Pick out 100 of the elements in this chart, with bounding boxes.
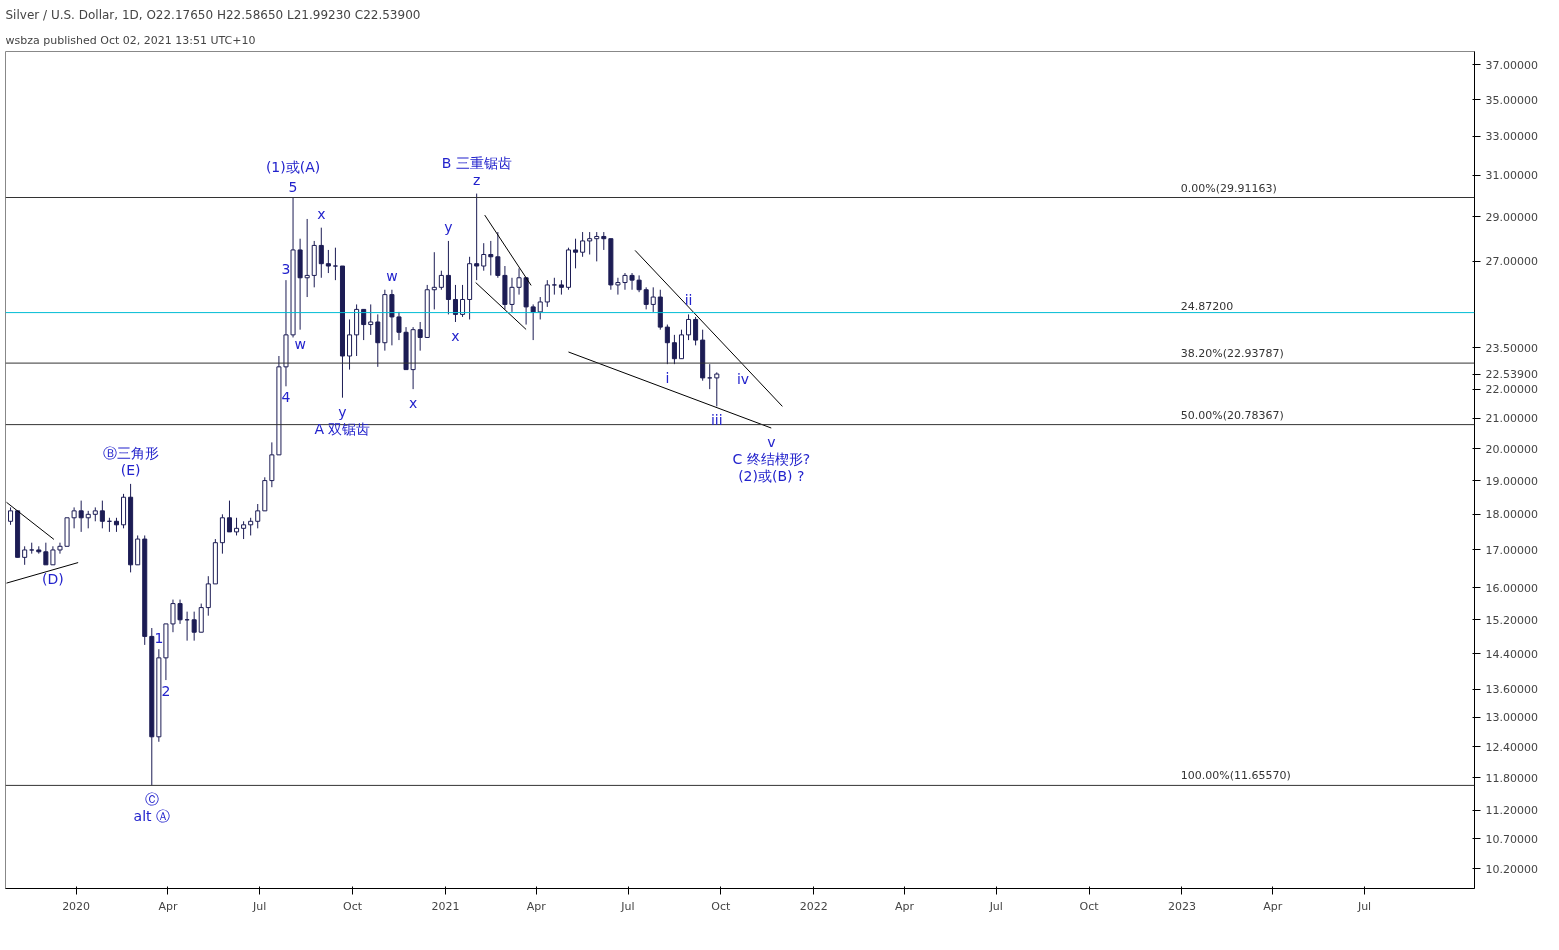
annotation: 1 [154,630,164,647]
ref-line-label: 50.00%(20.78367) [1180,408,1284,422]
annotation: (1)或(A) [265,158,321,175]
annotation: (D) [42,570,64,587]
annotation: B 三重锯齿 [441,154,512,171]
y-tick-label: 13.00000 [1485,711,1538,725]
annotation: y [444,218,453,235]
ref-line-label: 0.00%(29.91163) [1180,181,1277,195]
annotation: alt Ⓐ [133,808,171,825]
candlestick [460,284,466,318]
candlestick [99,500,105,529]
x-tick-label: Apr [894,899,915,913]
y-tick-label: 22.00000 [1485,383,1538,397]
x-tick-label: Jul [988,899,1003,913]
candlestick [71,506,77,529]
y-tick-label: 29.00000 [1485,210,1538,224]
y-tick-label: 20.00000 [1485,442,1538,456]
candlestick [573,238,579,269]
x-tick-label: 2023 [1167,899,1196,913]
text: wsbza published Oct 02, 2021 13:51 UTC+10 [5,33,256,47]
annotation: (E) [120,461,141,478]
candlestick [594,231,600,262]
candlestick [318,227,324,279]
candlestick [431,251,437,310]
candlestick [650,286,656,313]
y-tick-label: 27.00000 [1485,255,1538,269]
annotation: x [317,205,326,222]
x-tick-label: Jul [252,899,267,913]
candlestick [304,218,310,298]
chart-title: Silver / U.S. Dollar, 1D, O22.17650 H22.58650 L21.99230 C22.53900 [5,7,421,22]
annotation: C 终结楔形? [732,451,811,468]
annotation: v [767,434,776,451]
candlestick [495,231,501,279]
ref-line-label: 38.20%(22.93787) [1180,347,1284,361]
candlestick [580,231,586,258]
y-tick-label: 18.00000 [1485,508,1538,522]
candlestick [693,316,699,346]
y-tick-label: 16.00000 [1485,581,1538,595]
y-tick-label: 11.80000 [1485,771,1538,785]
y-tick-label: 11.20000 [1485,804,1538,818]
candlestick [587,231,593,255]
x-tick-label: 2020 [62,899,91,913]
x-tick-label: Apr [158,899,178,913]
y-tick-label: 37.00000 [1485,58,1538,72]
annotation: x [451,328,460,344]
x-tick-label: Apr [1263,899,1283,913]
candlestick [205,575,211,617]
x-tick-label: Oct [343,899,363,913]
y-tick-label: 12.40000 [1485,740,1538,754]
candlestick [191,611,197,642]
y-tick-label: 17.00000 [1485,543,1538,557]
x-tick-label: Oct [711,899,732,913]
candlestick [530,303,536,341]
candlestick [678,329,684,360]
x-tick-label: 2021 [431,899,460,913]
candlestick [707,363,713,390]
y-tick-label: 23.50000 [1485,341,1538,355]
y-tick-label: 22.53900 [1485,368,1538,382]
candlestick [544,279,550,308]
ref-line-label: 100.00%(11.65570) [1180,769,1291,783]
x-tick-label: Apr [526,899,547,913]
annotation: 5 [288,178,298,195]
annotation: y [338,403,347,420]
annotation: Ⓑ三角形 [102,444,159,461]
annotation: 4 [281,389,291,406]
x-tick-label: Oct [1079,899,1100,913]
candlestick [325,249,331,274]
candlestick [226,500,232,533]
candlestick [255,503,261,529]
annotation: w [386,267,398,284]
annotation: 3 [281,261,291,278]
candlestick [537,296,543,320]
candlestick [438,270,444,291]
candlestick [332,247,338,281]
candlestick [664,324,670,365]
y-tick-label: 33.00000 [1485,130,1538,144]
y-tick-label: 21.00000 [1485,412,1538,426]
candlestick [686,313,692,341]
annotation: i [665,370,670,387]
annotation: Ⓒ [144,791,159,808]
candlestick [488,240,494,276]
candlestick [417,321,423,352]
candlestick [347,318,353,371]
candlestick [714,371,720,407]
annotation: w [294,335,306,352]
y-tick-label: 35.00000 [1485,93,1538,107]
y-tick-label: 19.00000 [1485,474,1538,488]
y-tick-label: 13.60000 [1485,683,1538,697]
x-tick-label: Jul [620,899,635,913]
annotation: ii [684,292,693,309]
candlestick [368,303,374,336]
annotation: z [473,171,481,188]
candlestick [78,500,84,533]
y-tick-label: 31.00000 [1485,169,1538,183]
candlestick [452,284,458,323]
candlestick [474,193,480,281]
y-tick-label: 14.40000 [1485,647,1538,661]
candlestick [361,308,367,341]
annotation: A 双锯齿 [314,420,371,437]
y-tick-label: 10.70000 [1485,832,1538,846]
